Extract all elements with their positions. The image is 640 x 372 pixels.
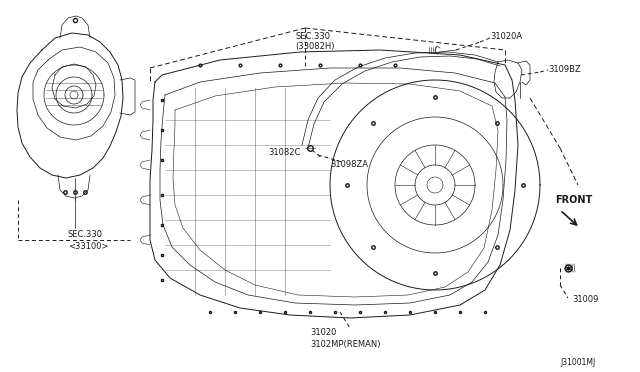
Text: <33100>: <33100> [68, 242, 109, 251]
Text: 31082C: 31082C [268, 148, 300, 157]
Text: 3109BZ: 3109BZ [548, 65, 580, 74]
Text: 31098ZA: 31098ZA [330, 160, 368, 169]
Text: SEC.330: SEC.330 [295, 32, 330, 41]
Text: SEC.330: SEC.330 [68, 230, 103, 239]
Text: 3102MP(REMAN): 3102MP(REMAN) [310, 340, 381, 349]
Text: 31020: 31020 [310, 328, 337, 337]
Text: FRONT: FRONT [555, 195, 592, 205]
Text: 31020A: 31020A [490, 32, 522, 41]
Text: (33082H): (33082H) [295, 42, 335, 51]
Text: J31001MJ: J31001MJ [560, 358, 595, 367]
Text: 31009: 31009 [572, 295, 598, 304]
